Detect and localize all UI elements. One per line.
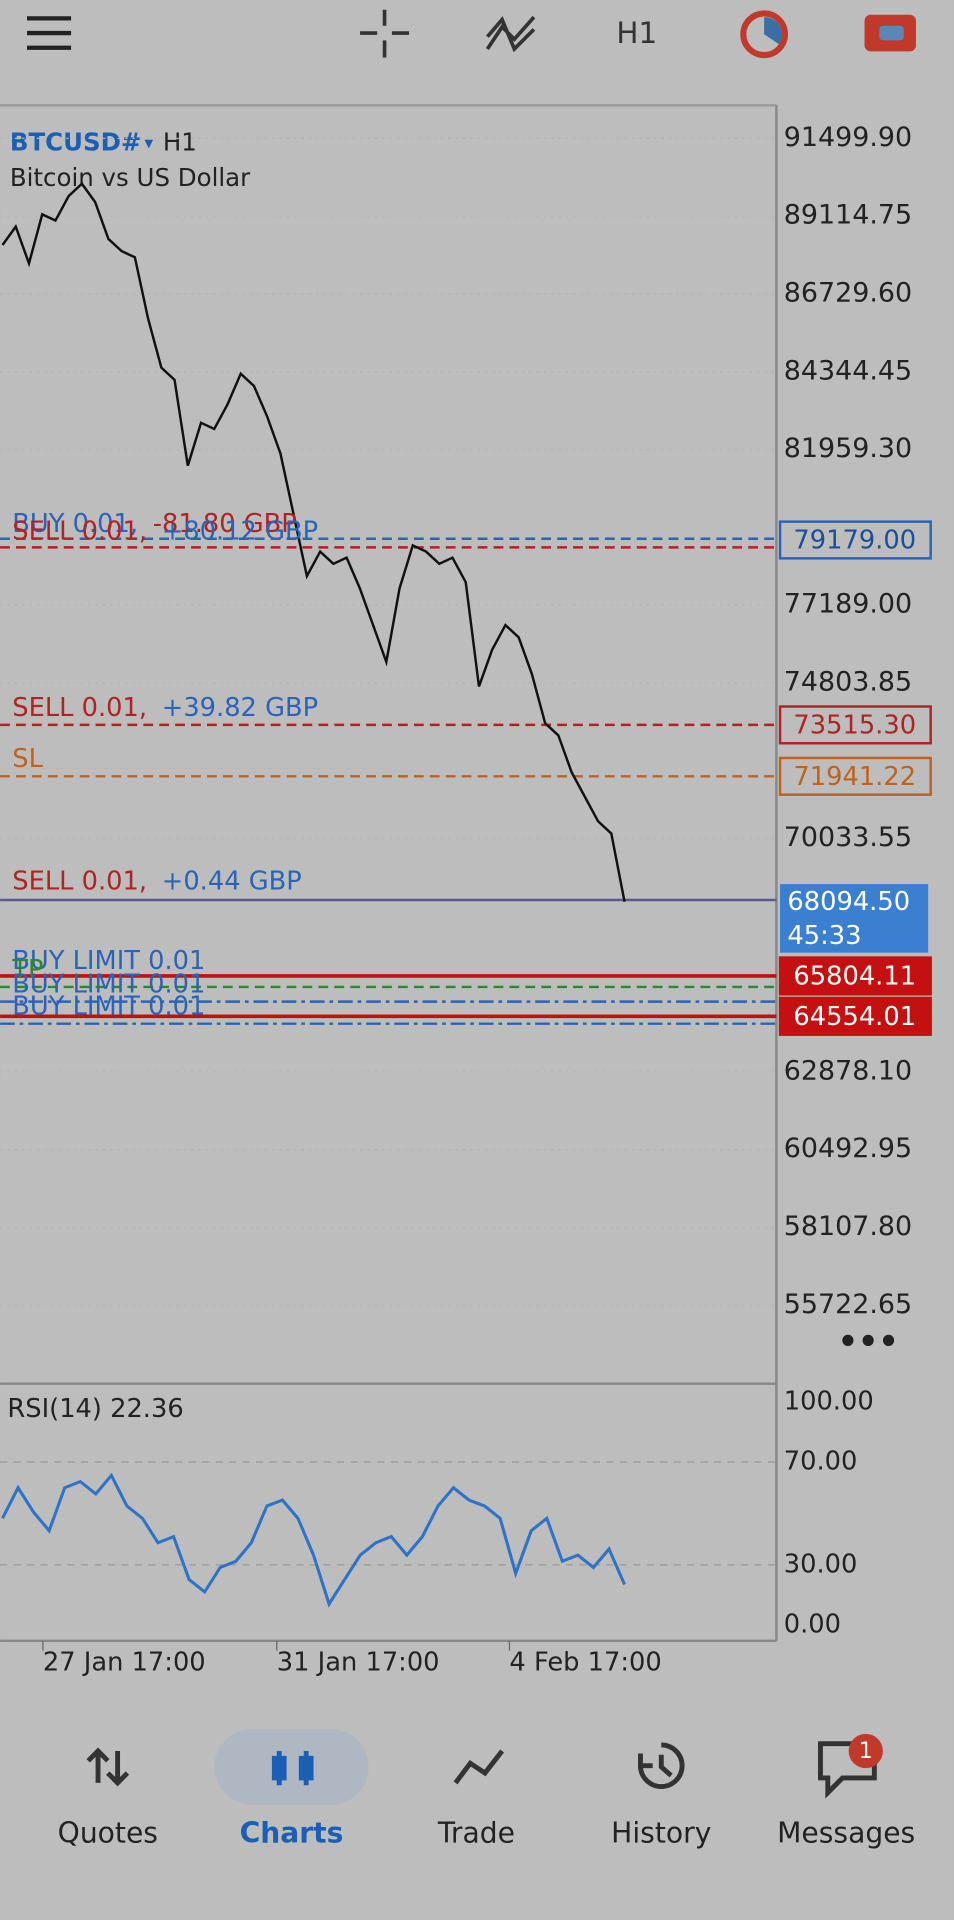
trade-button[interactable] [864,14,916,52]
order-profit: -81.80 GBP [153,509,297,539]
price-tag: 64554.01 [793,1002,916,1032]
rsi-line [1,1472,626,1608]
order-label: BUY LIMIT 0.01 [12,946,205,976]
price-tag: 71941.22 [793,762,916,792]
bar-countdown: 45:33 [787,921,861,951]
rsi-tick-label: 70.00 [784,1447,858,1477]
chart-timeframe: H1 [163,127,197,156]
order-text: TP [11,954,43,984]
order-text: SELL 0.01, [12,866,147,896]
price-tag-box [778,956,932,996]
order-text: SELL 0.01, [12,516,147,546]
price-tick-label: 60492.95 [784,1133,912,1164]
order-levels [0,137,777,1306]
price-tag-box [778,996,932,1036]
history-icon [638,1742,685,1789]
timeframe-button[interactable]: H1 [616,16,657,50]
price-tick-label: 84344.45 [784,355,912,386]
order-label: SELL 0.01, +80.12 GBP [12,516,318,546]
order-label: SELL 0.01, +0.44 GBP [12,866,301,896]
order-label: BUY LIMIT 0.01 [12,969,205,999]
price-tick-label: 70033.55 [784,822,912,853]
quotes-icon [86,1747,130,1787]
time-label: 4 Feb 17:00 [509,1647,661,1677]
order-label: BUY LIMIT 0.01 [12,991,205,1021]
current-price: 68094.50 [787,887,910,917]
rsi-tick-label: 30.00 [784,1549,858,1579]
rsi-label: RSI(14) 22.36 [7,1394,183,1424]
badge-count: 1 [859,1739,873,1764]
theme-button[interactable] [740,10,789,59]
price-tag: 73515.30 [793,711,916,741]
price-tick-label: 86729.60 [784,277,912,308]
nav-tab[interactable]: Charts [240,1816,344,1849]
symbol-description: Bitcoin vs US Dollar [10,163,251,192]
order-label: SL [12,744,43,774]
menu-button[interactable] [27,16,72,50]
active-tab-highlight [214,1728,369,1805]
trade-icon [453,1749,505,1785]
order-text: BUY LIMIT 0.01 [12,969,205,999]
nav-tab[interactable]: Messages [777,1816,915,1849]
price-tag: 65804.11 [793,962,916,992]
order-label: BUY 0.01, -81.80 GBP [12,509,297,539]
price-tag: 79179.00 [793,526,916,556]
order-label: TP [11,954,43,984]
price-tick-label: 74803.85 [784,666,912,697]
rsi-tick-label: 100.00 [784,1387,874,1417]
order-profit: +39.82 GBP [162,692,318,722]
order-label: SELL 0.01, +39.82 GBP [12,692,318,722]
nav-tab[interactable]: History [611,1816,711,1849]
price-line [1,181,626,903]
rsi-tick-label: 0.00 [784,1609,841,1639]
price-tick-label: 55722.65 [784,1289,912,1320]
charts-icon [271,1751,314,1786]
more-button[interactable]: ••• [838,1322,899,1360]
crosshair-button[interactable] [360,9,410,58]
price-tag-box [778,520,932,560]
order-profit: +80.12 GBP [162,516,318,546]
order-profit: +0.44 GBP [162,866,302,896]
price-tick-label: 91499.90 [784,122,912,153]
time-label: 31 Jan 17:00 [277,1647,440,1677]
time-label: 27 Jan 17:00 [43,1647,206,1677]
current-price-box [780,884,929,953]
order-text: SELL 0.01, [12,692,147,722]
order-text: BUY LIMIT 0.01 [12,991,205,1021]
price-tick-label: 62878.10 [784,1055,912,1086]
order-text: BUY LIMIT 0.01 [12,946,205,976]
symbol[interactable]: BTCUSD# [10,127,142,156]
price-tag-box [778,756,932,796]
price-tick-label: 77189.00 [784,589,912,620]
price-tick-label: 58107.80 [784,1211,912,1242]
badge [848,1733,883,1769]
order-text: BUY 0.01, [12,509,138,539]
price-tag-box [778,705,932,745]
price-tick-label: 89114.75 [784,200,912,231]
order-text: SL [12,744,43,774]
symbol-dropdown[interactable]: ▾ [145,133,154,153]
nav-tab[interactable]: Trade [437,1816,515,1849]
indicators-button[interactable] [485,15,536,53]
price-tick-label: 81959.30 [784,433,912,464]
nav-tab[interactable]: Quotes [58,1816,158,1849]
